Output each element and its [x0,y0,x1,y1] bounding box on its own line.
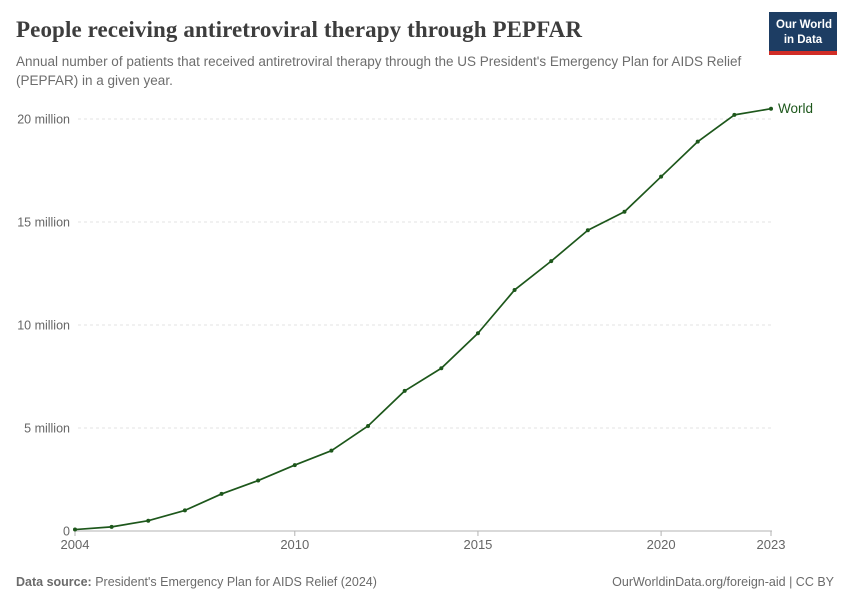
owid-logo[interactable]: Our World in Data [769,12,837,56]
x-tick-label: 2015 [463,537,492,552]
data-point[interactable] [475,331,480,336]
x-tick-label: 2004 [61,537,90,552]
data-point[interactable] [292,463,297,468]
chart-subtitle: Annual number of patients that received … [16,53,742,88]
owid-logo-line1: Our World [776,19,833,31]
data-point[interactable] [146,518,151,523]
x-tick-label: 2023 [757,537,786,552]
credit-link[interactable]: OurWorldinData.org/foreign-aid | CC BY [612,575,834,589]
data-point[interactable] [182,508,187,513]
line-chart-canvas[interactable]: 0 5 million 10 million 15 million 20 million… [0,95,850,570]
data-point[interactable] [329,448,334,453]
y-tick-label: 5 million [24,422,70,436]
data-source-text: President's Emergency Plan for AIDS Reli… [91,575,377,589]
data-point[interactable] [585,228,590,233]
y-tick-label: 20 million [17,113,70,127]
data-point[interactable] [549,259,554,264]
data-point[interactable] [512,287,517,292]
data-point[interactable] [109,524,114,529]
data-point[interactable] [366,423,371,428]
x-tick-label: 2010 [280,537,309,552]
data-point[interactable] [769,106,773,111]
series-label-world: World [778,101,813,116]
data-point[interactable] [622,209,627,214]
page-title: People receiving antiretroviral therapy … [16,17,583,42]
y-tick-label: 10 million [17,319,70,333]
y-tick-label: 15 million [17,216,70,230]
data-point[interactable] [695,139,700,144]
y-tick-label: 0 [63,525,70,539]
chart-footer: Data source: President's Emergency Plan … [16,575,834,589]
world-series-line [74,107,772,531]
data-point[interactable] [73,527,77,532]
data-point[interactable] [439,366,444,371]
x-tick-label: 2020 [647,537,676,552]
data-point[interactable] [402,388,407,393]
chart-header: People receiving antiretroviral therapy … [16,0,834,90]
data-point[interactable] [219,491,224,496]
owid-logo-line2: in Data [783,33,823,46]
data-source-label: Data source: [16,575,92,589]
data-point[interactable] [256,478,261,483]
data-point[interactable] [659,174,664,179]
data-point[interactable] [732,112,737,117]
data-source: Data source: President's Emergency Plan … [16,575,377,589]
